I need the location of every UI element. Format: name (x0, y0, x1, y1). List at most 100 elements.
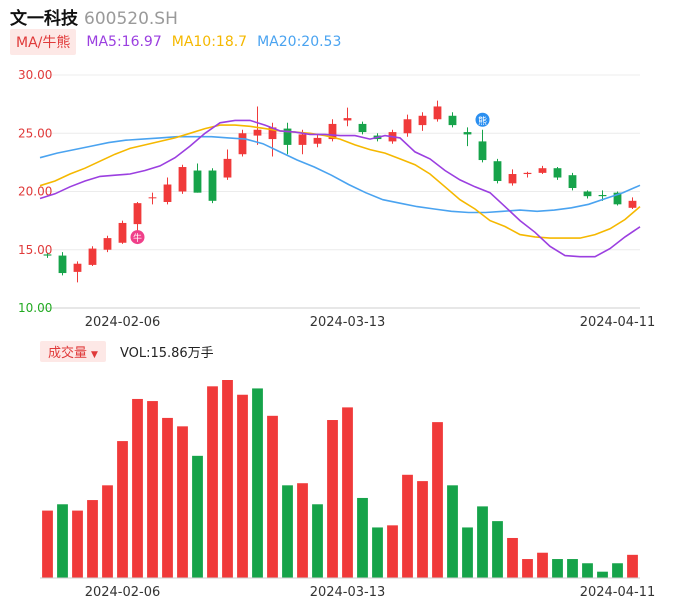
volume-bar (357, 497, 368, 578)
volume-bar (42, 510, 53, 578)
ma20-line (39, 135, 641, 214)
candle-body (208, 170, 217, 201)
volume-bar (372, 527, 383, 578)
price-tick-label: 25.00 (18, 126, 52, 140)
candle-body (538, 168, 547, 173)
volume-bar (282, 485, 293, 578)
volume-bar (627, 554, 638, 578)
candle-body (283, 128, 292, 145)
volume-bar (417, 481, 428, 578)
volume-bar (612, 563, 623, 578)
price-tick-label: 10.00 (18, 301, 52, 315)
date-tick-label: 2024-02-06 (85, 315, 161, 330)
candle-body (328, 123, 337, 140)
volume-bar (297, 483, 308, 578)
signal-marker-label: 牛 (133, 232, 142, 244)
volume-bar (567, 559, 578, 578)
candle-body (223, 158, 232, 178)
candle-body (403, 119, 412, 134)
candle-body (358, 123, 367, 133)
candle-body (523, 172, 532, 175)
volume-bar (447, 485, 458, 578)
candle-body (418, 115, 427, 126)
volume-bar (327, 420, 338, 578)
candle-body (463, 132, 472, 135)
candle-body (118, 222, 127, 243)
candle-body (313, 137, 322, 144)
ma5-line (39, 119, 641, 258)
volume-bar (192, 455, 203, 578)
date-tick-label: 2024-04-11 (580, 315, 656, 330)
volume-value: VOL:15.86万手 (119, 345, 214, 361)
candle-body (88, 248, 97, 265)
volume-indicator-selector[interactable]: 成交量 ▼ (40, 340, 106, 362)
volume-bar (207, 386, 218, 578)
candle-body (448, 115, 457, 126)
volume-label: 成交量 (48, 345, 88, 361)
volume-bar (597, 571, 608, 578)
stock-code: 600520.SH (84, 9, 178, 29)
volume-bar (132, 398, 143, 578)
volume-bar (237, 394, 248, 578)
volume-bar (147, 401, 158, 578)
candle-body (598, 194, 607, 197)
volume-bar (117, 441, 128, 578)
volume-bar (162, 417, 173, 578)
ma10-legend: MA10:18.7 (171, 34, 248, 50)
candle-body (553, 168, 562, 178)
candle-body (58, 255, 67, 274)
candle-body (613, 192, 622, 205)
volume-legend: 成交量 ▼ VOL:15.86万手 (40, 340, 214, 362)
volume-bar (432, 422, 443, 578)
volume-bar (462, 527, 473, 578)
volume-bar (102, 485, 113, 578)
price-tick-label: 15.00 (18, 243, 52, 257)
volume-bar (312, 504, 323, 578)
volume-bar (477, 506, 488, 578)
price-tick-label: 20.00 (18, 185, 52, 199)
candle-body (508, 174, 517, 184)
candle-body (433, 106, 442, 120)
candle-body (298, 134, 307, 145)
candle-body (268, 127, 277, 140)
volume-bar (57, 504, 68, 578)
volume-bar (402, 474, 413, 578)
volume-bar (522, 559, 533, 578)
stock-name: 文一科技 (10, 9, 78, 29)
candle-body (628, 200, 637, 208)
volume-bar (537, 552, 548, 578)
candle-body (583, 191, 592, 197)
signal-marker (130, 230, 145, 245)
candle-body (253, 129, 262, 136)
volume-bar (267, 415, 278, 578)
date-tick-label: 2024-03-13 (310, 585, 386, 600)
signal-marker (475, 112, 490, 127)
candle-body (163, 184, 172, 202)
volume-bar (507, 537, 518, 578)
candle-body (478, 141, 487, 161)
volume-bar (177, 426, 188, 578)
ma20-legend: MA20:20.53 (257, 34, 342, 50)
candle-body (238, 133, 247, 155)
stock-header: 文一科技 600520.SH (10, 4, 178, 29)
volume-bar (222, 380, 233, 578)
volume-bar (87, 500, 98, 578)
candle-body (148, 197, 157, 199)
candle-body (193, 170, 202, 193)
volume-bar (342, 407, 353, 578)
ma-indicator-selector[interactable]: MA/牛熊 (10, 29, 77, 55)
ma-legend: MA/牛熊 MA5:16.97 MA10:18.7 MA20:20.53 (10, 29, 342, 55)
volume-bar (252, 388, 263, 578)
candle-body (103, 238, 112, 250)
ma5-legend: MA5:16.97 (86, 34, 162, 50)
candle-body (343, 118, 352, 121)
date-tick-label: 2024-04-11 (580, 585, 656, 600)
volume-bar (492, 521, 503, 578)
candle-body (178, 167, 187, 192)
caret-down-icon: ▼ (91, 349, 98, 360)
price-tick-label: 30.00 (18, 68, 52, 82)
candle-body (493, 161, 502, 182)
date-tick-label: 2024-03-13 (310, 315, 386, 330)
ma10-line (39, 124, 641, 239)
